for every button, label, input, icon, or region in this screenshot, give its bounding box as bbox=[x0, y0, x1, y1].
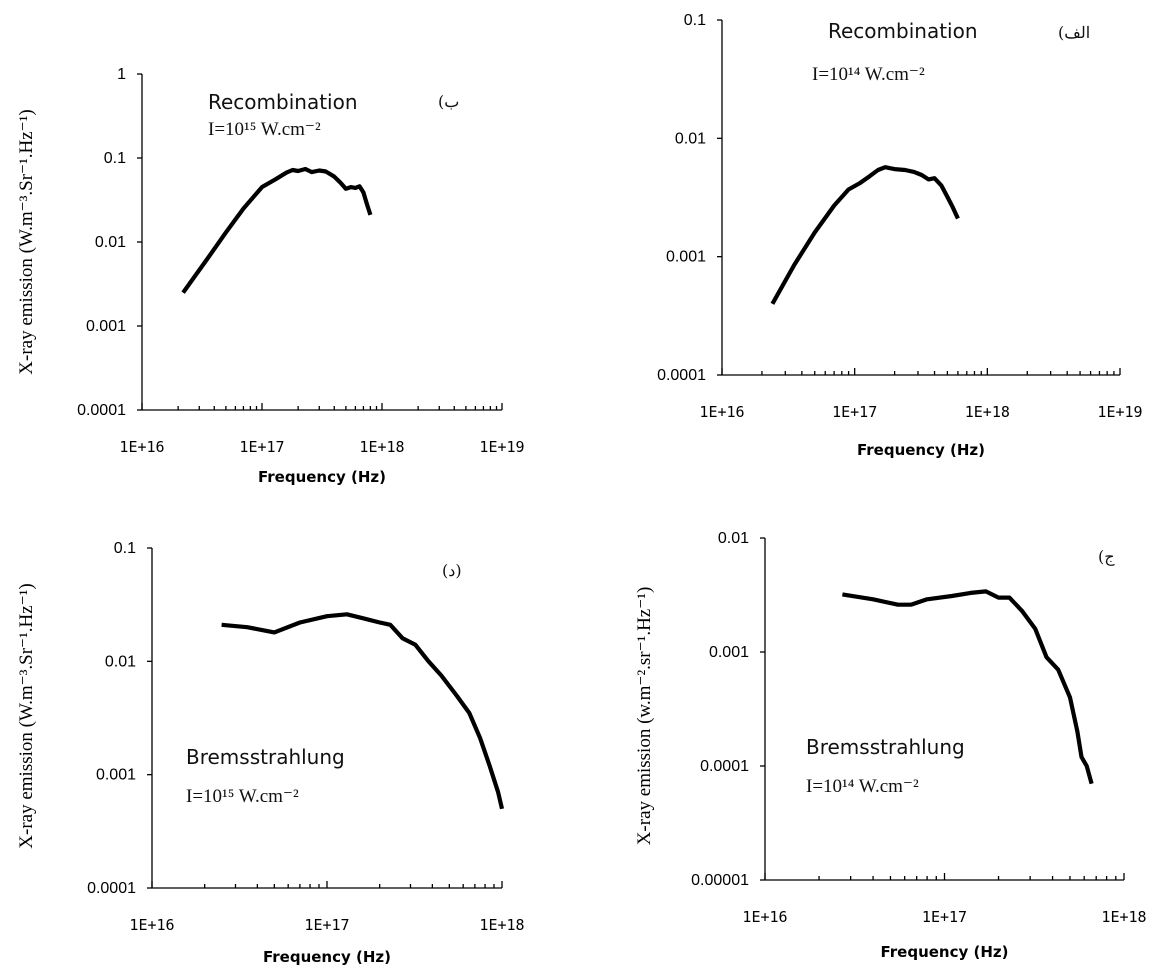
annotation-intensity: I=10¹⁵ W.cm⁻² bbox=[208, 119, 321, 140]
panel-tag: (ج bbox=[1098, 547, 1115, 566]
panel-tag: (ب bbox=[438, 92, 459, 111]
annotation-process: Bremsstrahlung bbox=[186, 745, 345, 769]
y-tick-label: 0.0001 bbox=[700, 758, 749, 775]
y-tick-label: 0.01 bbox=[95, 234, 126, 251]
y-tick-label: 0.0001 bbox=[657, 367, 706, 384]
panel-b: 1 0.1 0.01 0.001 0.0001 1E+16 1E+17 1E+18 1E+19 F… bbox=[16, 66, 525, 486]
y-axis-label: X-ray emission (W.m⁻³.Sr⁻¹.Hz⁻¹) bbox=[16, 109, 37, 374]
y-tick-label: 0.01 bbox=[718, 530, 749, 547]
annotation-process: Bremsstrahlung bbox=[806, 735, 965, 759]
panel-alef: 0.1 0.01 0.001 0.0001 1E+16 1E+17 1E+18 1E+19 Fr… bbox=[657, 12, 1143, 459]
x-tick-label: 1E+16 bbox=[742, 908, 787, 926]
x-axis-label: Frequency (Hz) bbox=[857, 441, 985, 459]
x-tick-label: 1E+19 bbox=[479, 438, 524, 456]
panel-tag: (د) bbox=[442, 561, 462, 580]
y-axis-label: X-ray emission (W.m⁻³.Sr⁻¹.Hz⁻¹) bbox=[16, 583, 37, 848]
x-tick-label: 1E+18 bbox=[479, 916, 524, 934]
y-tick-label: 0.0001 bbox=[87, 880, 136, 897]
x-tick-label: 1E+19 bbox=[1097, 403, 1142, 421]
y-axis-label: X-ray emission (w.m⁻².sr⁻¹.Hz⁻¹) bbox=[634, 587, 655, 846]
x-tick-label: 1E+18 bbox=[965, 403, 1010, 421]
x-tick-label: 1E+16 bbox=[129, 916, 174, 934]
x-tick-label: 1E+17 bbox=[832, 403, 877, 421]
y-tick-label: 0.00001 bbox=[691, 872, 749, 889]
annotation-process: Recombination bbox=[208, 90, 358, 114]
x-tick-label: 1E+18 bbox=[1101, 908, 1146, 926]
annotation-intensity: I=10¹⁴ W.cm⁻² bbox=[806, 776, 919, 797]
x-tick-label: 1E+18 bbox=[359, 438, 404, 456]
y-tick-label: 0.1 bbox=[104, 150, 126, 167]
y-tick-label: 0.1 bbox=[114, 540, 136, 557]
x-axis-label: Frequency (Hz) bbox=[263, 948, 391, 966]
x-tick-label: 1E+17 bbox=[304, 916, 349, 934]
y-tick-label: 0.001 bbox=[709, 644, 749, 661]
panel-tag: (الف bbox=[1058, 23, 1090, 42]
x-tick-label: 1E+17 bbox=[239, 438, 284, 456]
y-tick-label: 0.1 bbox=[684, 12, 706, 29]
y-tick-label: 0.001 bbox=[86, 318, 126, 335]
y-tick-label: 0.001 bbox=[666, 249, 706, 266]
y-tick-label: 1 bbox=[117, 66, 126, 83]
x-tick-label: 1E+17 bbox=[922, 908, 967, 926]
annotation-process: Recombination bbox=[828, 19, 978, 43]
x-tick-label: 1E+16 bbox=[119, 438, 164, 456]
series-line bbox=[770, 165, 960, 305]
annotation-intensity: I=10¹⁵ W.cm⁻² bbox=[186, 786, 299, 807]
y-tick-label: 0.0001 bbox=[77, 402, 126, 419]
x-tick-label: 1E+16 bbox=[699, 403, 744, 421]
annotation-intensity: I=10¹⁴ W.cm⁻² bbox=[812, 64, 925, 85]
y-tick-label: 0.001 bbox=[96, 767, 136, 784]
panel-j: 0.01 0.001 0.0001 0.00001 1E+16 1E+17 1E+18 Fre… bbox=[634, 530, 1147, 961]
x-axis-label: Frequency (Hz) bbox=[258, 468, 386, 486]
y-tick-label: 0.01 bbox=[105, 653, 136, 670]
series-line bbox=[221, 612, 505, 810]
panel-d: 0.1 0.01 0.001 0.0001 1E+16 1E+17 1E+18 Frequen… bbox=[16, 540, 525, 966]
series-line bbox=[181, 166, 373, 294]
y-tick-label: 0.01 bbox=[675, 130, 706, 147]
x-axis-label: Frequency (Hz) bbox=[880, 943, 1008, 961]
